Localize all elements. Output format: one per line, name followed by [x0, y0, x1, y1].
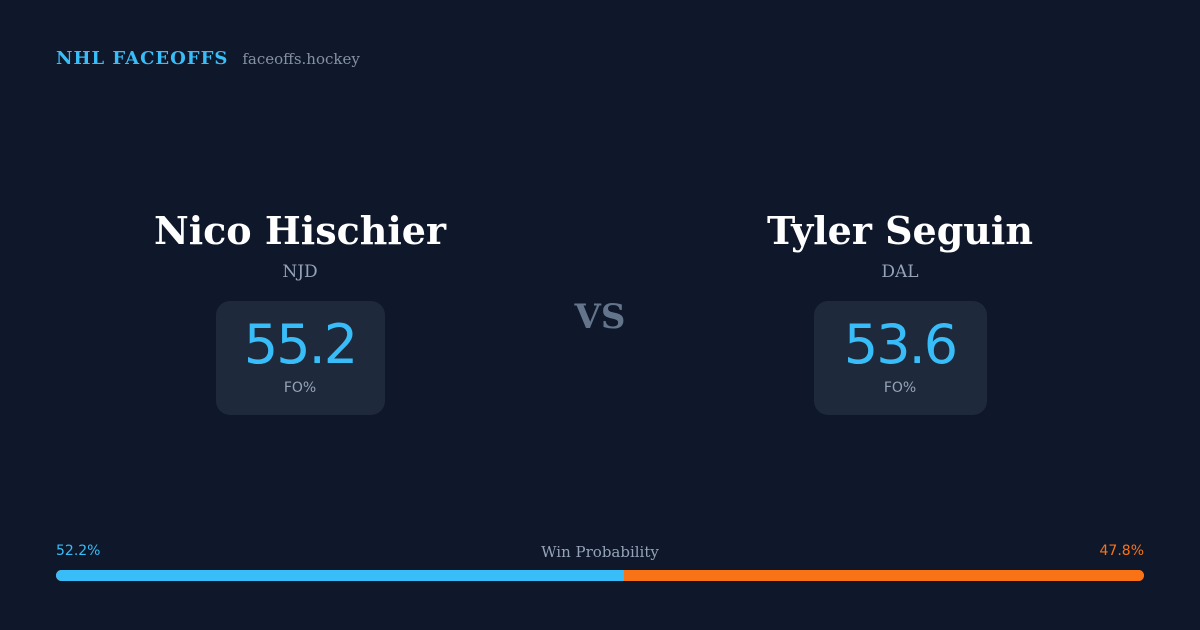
faceoff-percentage-value: 55.2 — [243, 313, 358, 376]
win-probability-left-percent: 52.2% — [56, 543, 101, 559]
player-card-right: Tyler Seguin DAL 53.6 FO% — [700, 205, 1100, 415]
win-probability-labels: 52.2% Win Probability 47.8% — [56, 543, 1144, 563]
stat-box: 55.2 FO% — [215, 301, 385, 415]
player-name: Tyler Seguin — [767, 208, 1033, 253]
win-probability-title: Win Probability — [541, 543, 659, 561]
team-abbreviation: DAL — [881, 262, 919, 282]
win-probability-right-percent: 47.8% — [1099, 543, 1144, 559]
site-domain: faceoffs.hockey — [242, 50, 360, 68]
win-probability-bar-right — [623, 570, 1144, 581]
stat-box: 53.6 FO% — [813, 301, 987, 415]
win-probability-bar-left — [56, 570, 624, 581]
player-card-left: Nico Hischier NJD 55.2 FO% — [100, 205, 500, 415]
faceoff-percentage-label: FO% — [883, 380, 917, 396]
player-name: Nico Hischier — [153, 208, 446, 253]
header: NHL FACEOFFS faceoffs.hockey — [56, 48, 360, 72]
faceoff-percentage-label: FO% — [283, 380, 317, 396]
versus-label: VS — [574, 297, 626, 337]
faceoff-percentage-value: 53.6 — [843, 313, 958, 376]
brand-title: NHL FACEOFFS — [56, 48, 229, 69]
win-probability-bar — [56, 570, 1144, 581]
team-abbreviation: NJD — [282, 262, 318, 282]
